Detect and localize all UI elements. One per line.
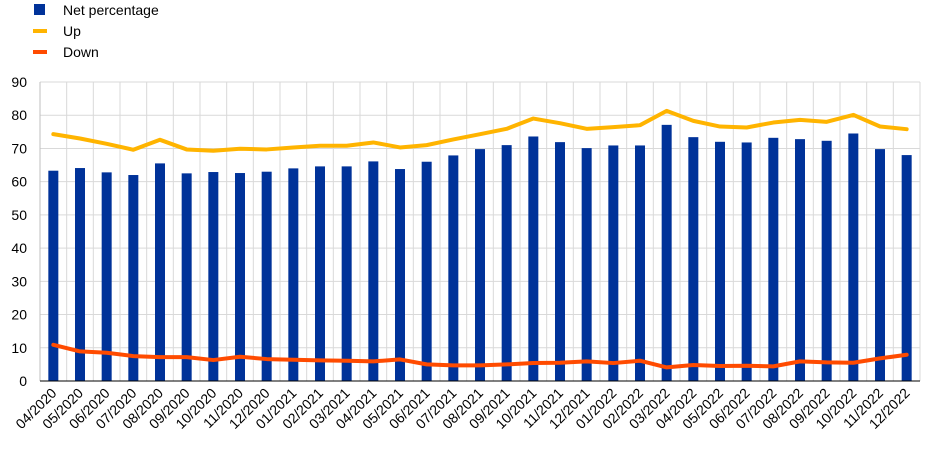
bar-05-2021 — [395, 169, 405, 381]
y-axis-ticks: 0 10 20 30 40 50 60 70 80 90 — [11, 74, 27, 389]
line-series — [51, 108, 909, 370]
y-tick-label: 60 — [11, 174, 27, 190]
bar-02-2021 — [315, 166, 325, 381]
bar-09-2021 — [501, 145, 512, 381]
y-tick-label: 10 — [11, 340, 27, 356]
axes — [39, 82, 920, 382]
legend-swatch-up — [33, 29, 47, 33]
bar-02-2022 — [635, 145, 645, 381]
bar-06-2020 — [101, 172, 112, 381]
bar-01-2021 — [288, 168, 299, 381]
legend: Net percentage Up Down — [33, 2, 159, 60]
bar-06-2021 — [421, 161, 432, 381]
bar-12-2020 — [261, 171, 272, 381]
y-tick-label: 70 — [11, 140, 27, 156]
line-down — [51, 342, 909, 370]
line-up — [51, 108, 909, 153]
bar-05-2022 — [715, 141, 725, 381]
bar-08-2022 — [795, 139, 805, 381]
bar-12-2022 — [901, 155, 912, 381]
bar-04-2022 — [688, 137, 699, 381]
x-axis-ticks: 04/202005/202006/202007/202008/202009/20… — [12, 385, 913, 432]
y-tick-label: 40 — [11, 240, 27, 256]
bar-10-2022 — [848, 133, 859, 381]
y-tick-label: 80 — [11, 107, 27, 123]
y-tick-label: 50 — [11, 207, 27, 223]
bar-08-2021 — [475, 149, 485, 381]
legend-label-down: Down — [63, 44, 99, 60]
y-tick-label: 90 — [11, 74, 27, 90]
bar-05-2020 — [75, 168, 85, 381]
bar-03-2022 — [661, 124, 672, 382]
y-tick-label: 30 — [11, 273, 27, 289]
bar-07-2022 — [768, 137, 779, 381]
bar-08-2020 — [155, 163, 165, 381]
bar-06-2022 — [741, 142, 752, 381]
bar-11-2021 — [555, 142, 565, 381]
legend-swatch-down — [33, 50, 47, 54]
bar-01-2022 — [608, 145, 619, 381]
legend-swatch-net-percentage — [34, 4, 45, 15]
bar-04-2020 — [48, 170, 59, 381]
bar-09-2020 — [181, 173, 192, 381]
bar-04-2021 — [368, 161, 379, 381]
bar-11-2022 — [875, 149, 885, 381]
bar-12-2021 — [581, 148, 592, 381]
bar-07-2021 — [448, 155, 459, 381]
y-tick-label: 20 — [11, 307, 27, 323]
bar-09-2022 — [821, 140, 832, 381]
legend-label-up: Up — [63, 23, 81, 39]
bar-series-net-percentage — [48, 124, 912, 382]
y-tick-label: 0 — [19, 373, 27, 389]
bar-10-2020 — [208, 172, 219, 381]
bar-07-2020 — [128, 175, 139, 381]
bar-11-2020 — [235, 173, 245, 381]
bar-03-2021 — [341, 166, 352, 381]
legend-label-net-percentage: Net percentage — [63, 2, 159, 18]
bar-10-2021 — [528, 136, 539, 381]
